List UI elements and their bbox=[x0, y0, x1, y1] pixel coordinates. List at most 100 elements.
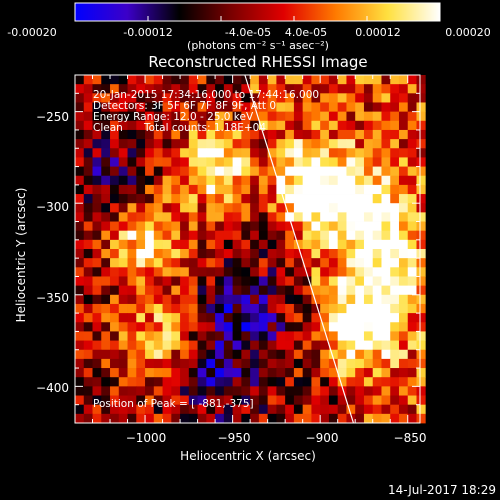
heatmap-cell bbox=[118, 377, 128, 387]
heatmap-cell bbox=[363, 120, 374, 131]
heatmap-cell bbox=[92, 404, 102, 415]
heatmap-cell bbox=[372, 230, 382, 241]
heatmap-cell bbox=[127, 84, 137, 94]
heatmap-cell bbox=[101, 303, 111, 314]
heatmap-cell bbox=[250, 413, 260, 424]
heatmap-cell bbox=[188, 276, 198, 287]
heatmap-cell bbox=[337, 221, 347, 232]
heatmap-cell bbox=[197, 349, 207, 360]
heatmap-cell bbox=[372, 175, 382, 186]
heatmap-cell bbox=[416, 120, 426, 131]
heatmap-cell bbox=[110, 322, 120, 332]
heatmap-cell bbox=[118, 340, 128, 351]
heatmap-cell bbox=[180, 267, 190, 277]
heatmap-cell bbox=[398, 203, 409, 213]
heatmap-cell bbox=[145, 413, 155, 424]
heatmap-cell bbox=[328, 276, 339, 287]
heatmap-cell bbox=[75, 249, 85, 259]
heatmap-cell bbox=[381, 239, 391, 250]
heatmap-cell bbox=[101, 157, 111, 167]
heatmap-cell bbox=[293, 294, 304, 305]
heatmap-cell bbox=[75, 93, 85, 103]
heatmap-cell bbox=[180, 203, 190, 213]
heatmap-cell bbox=[276, 349, 286, 360]
heatmap-cell bbox=[197, 194, 207, 204]
heatmap-cell bbox=[363, 175, 374, 186]
heatmap-cell bbox=[180, 194, 190, 204]
heatmap-cell bbox=[153, 221, 163, 232]
heatmap-cell bbox=[223, 313, 234, 323]
heatmap-cell bbox=[381, 313, 391, 323]
heatmap-cell bbox=[372, 313, 382, 323]
heatmap-cell bbox=[363, 194, 374, 204]
heatmap-cell bbox=[136, 349, 146, 360]
heatmap-cell bbox=[285, 148, 295, 158]
heatmap-cell bbox=[180, 212, 190, 222]
heatmap-cell bbox=[381, 84, 391, 94]
heatmap-cell bbox=[302, 340, 312, 351]
heatmap-cell bbox=[363, 285, 374, 296]
heatmap-cell bbox=[188, 157, 198, 167]
heatmap-cell bbox=[407, 230, 417, 241]
heatmap-cell bbox=[162, 175, 172, 186]
heatmap-cell bbox=[197, 285, 207, 296]
heatmap-cell bbox=[337, 93, 347, 103]
heatmap-cell bbox=[83, 395, 93, 406]
heatmap-cell bbox=[171, 203, 181, 213]
heatmap-cell bbox=[293, 212, 304, 222]
heatmap-cell bbox=[188, 148, 198, 158]
heatmap-cell bbox=[180, 102, 190, 113]
heatmap-cell bbox=[416, 358, 426, 369]
heatmap-cell bbox=[302, 212, 312, 222]
heatmap-cell bbox=[250, 258, 260, 268]
heatmap-cell bbox=[267, 331, 277, 341]
heatmap-cell bbox=[372, 221, 382, 232]
heatmap-cell bbox=[188, 203, 198, 213]
heatmap-cell bbox=[145, 267, 155, 277]
heatmap-cell bbox=[320, 148, 330, 158]
heatmap-cell bbox=[127, 93, 137, 103]
heatmap-cell bbox=[110, 285, 120, 296]
heatmap-cell bbox=[407, 239, 417, 250]
heatmap-cell bbox=[398, 249, 409, 259]
heatmap-cell bbox=[153, 194, 163, 204]
heatmap-cell bbox=[136, 313, 146, 323]
heatmap-cell bbox=[390, 313, 400, 323]
heatmap-cell bbox=[145, 294, 155, 305]
heatmap-cell bbox=[311, 157, 321, 167]
heatmap-cell bbox=[390, 303, 400, 314]
heatmap-cell bbox=[337, 249, 347, 259]
colorbar bbox=[74, 2, 441, 22]
heatmap-cell bbox=[302, 294, 312, 305]
heatmap-cell bbox=[311, 358, 321, 369]
heatmap-cell bbox=[398, 377, 409, 387]
heatmap-cell bbox=[75, 368, 85, 378]
heatmap-cell bbox=[223, 285, 234, 296]
heatmap-cell bbox=[83, 258, 93, 268]
heatmap-cell bbox=[293, 175, 304, 186]
heatmap-cell bbox=[75, 358, 85, 369]
heatmap-cell bbox=[83, 157, 93, 167]
heatmap-cell bbox=[75, 303, 85, 314]
heatmap-cell bbox=[302, 84, 312, 94]
heatmap-cell bbox=[197, 221, 207, 232]
heatmap-cell bbox=[328, 267, 339, 277]
heatmap-cell bbox=[188, 111, 198, 122]
heatmap-cell bbox=[250, 239, 260, 250]
x-axis-label: Heliocentric X (arcsec) bbox=[180, 449, 316, 463]
heatmap-cell bbox=[162, 276, 172, 287]
heatmap-cell bbox=[136, 322, 146, 332]
heatmap-cell bbox=[311, 129, 321, 140]
heatmap-cell bbox=[171, 148, 181, 158]
heatmap-cell bbox=[188, 249, 198, 259]
heatmap-cell bbox=[285, 404, 295, 415]
heatmap-cell bbox=[171, 267, 181, 277]
heatmap-cell bbox=[337, 111, 347, 122]
heatmap-cell bbox=[171, 221, 181, 232]
heatmap-cell bbox=[101, 377, 111, 387]
heatmap-cell bbox=[398, 358, 409, 369]
heatmap-cell bbox=[258, 358, 269, 369]
heatmap-cell bbox=[153, 313, 163, 323]
heatmap-cell bbox=[197, 303, 207, 314]
heatmap-cell bbox=[311, 404, 321, 415]
